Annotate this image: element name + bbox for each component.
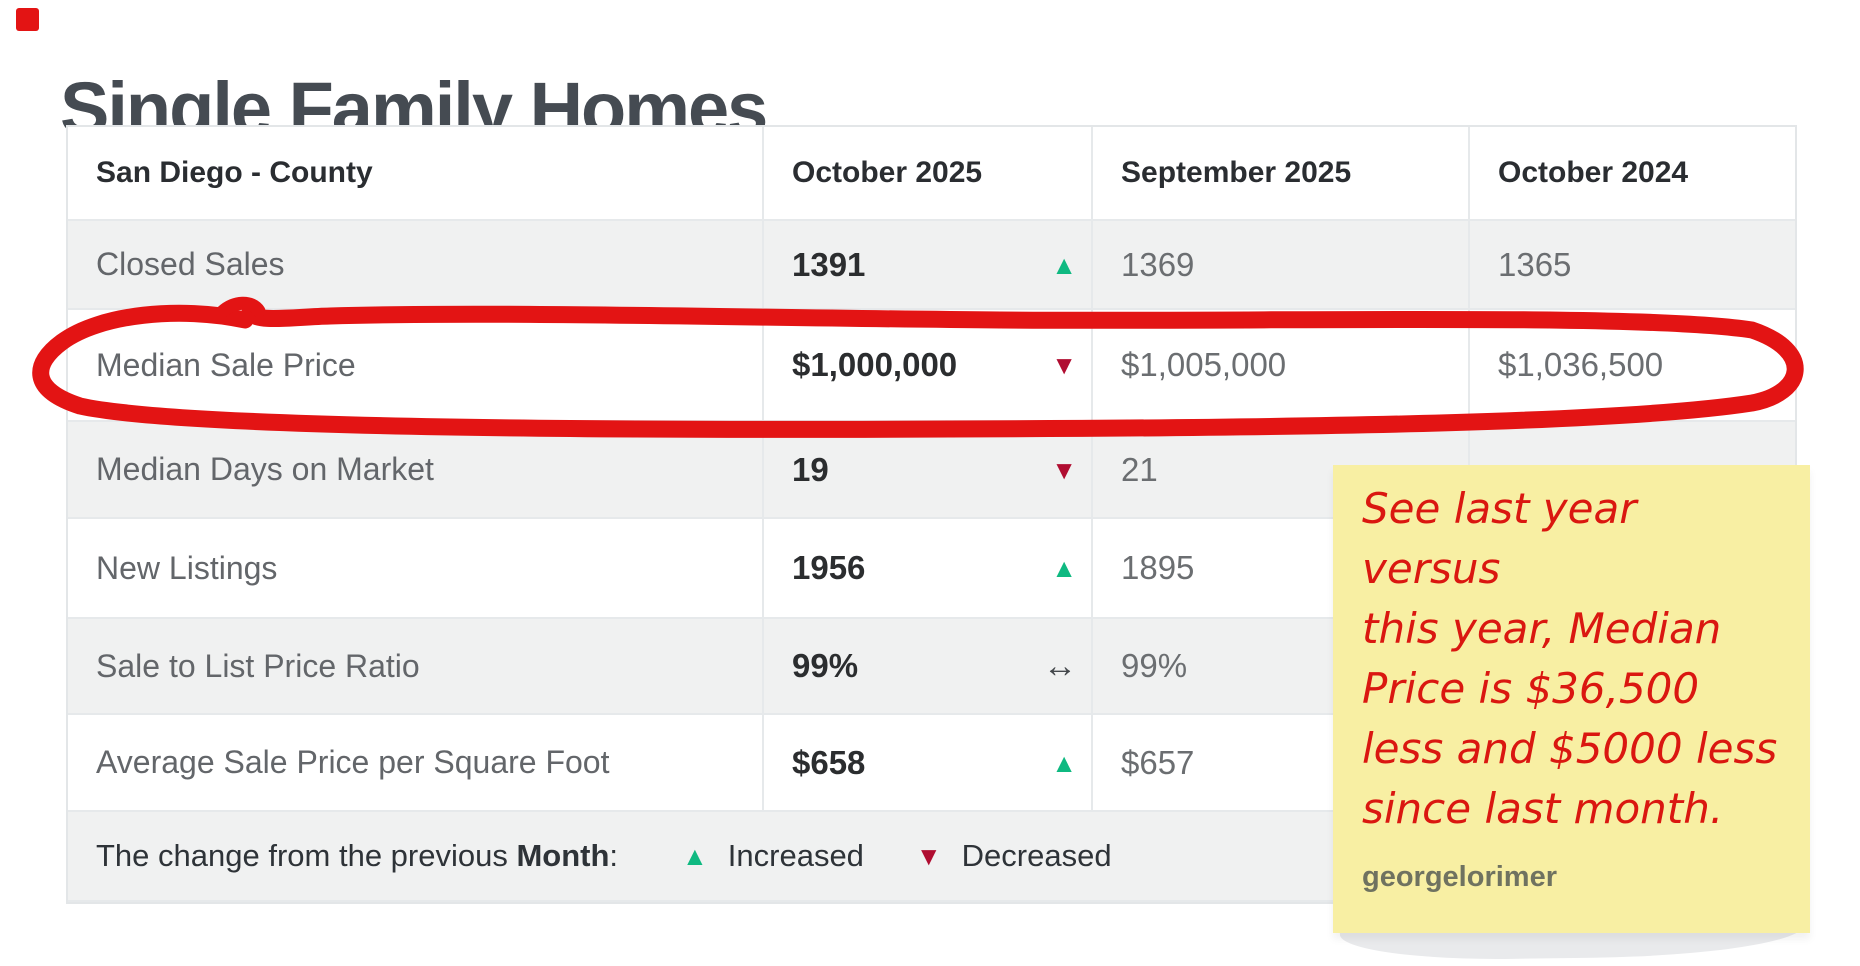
sale-to-list-current-value: 99% (792, 647, 859, 684)
row-avg-price-sqft-current-cell: $658 ▲ (764, 715, 1093, 812)
legend-decreased-label: Decreased (961, 838, 1112, 873)
trend-up-icon: ▲ (1051, 553, 1077, 583)
table-header-region: San Diego - County (68, 127, 764, 221)
legend-bold-word: Month (516, 838, 610, 873)
row-label-median-sale-price: Median Sale Price (68, 310, 764, 422)
sticky-note-text: See last year versus this year, Median P… (1362, 484, 1778, 833)
closed-sales-previous-value: 1369 (1093, 221, 1470, 310)
table-header-last-year: October 2024 (1470, 127, 1795, 221)
median-days-current-value: 19 (792, 450, 829, 488)
closed-sales-current-value: 1391 (792, 245, 866, 283)
sticky-note: See last year versus this year, Median P… (1333, 465, 1810, 933)
median-price-last-year-value: $1,036,500 (1470, 310, 1795, 422)
red-marker-dot-annotation (16, 8, 39, 31)
row-label-closed-sales: Closed Sales (68, 221, 764, 310)
trend-up-icon: ▲ (1051, 747, 1077, 778)
new-listings-current-value: 1956 (792, 549, 866, 586)
legend-increased-icon: ▲ (682, 841, 708, 871)
median-price-current-value: $1,000,000 (792, 346, 958, 383)
row-median-days-current-cell: 19 ▼ (764, 422, 1093, 519)
median-price-previous-value: $1,005,000 (1093, 310, 1470, 422)
row-label-sale-to-list: Sale to List Price Ratio (68, 619, 764, 715)
table-header-previous-month: September 2025 (1093, 127, 1470, 221)
legend-text: The change from the previous Month: (96, 838, 619, 873)
row-median-price-current-cell: $1,000,000 ▼ (764, 310, 1093, 422)
sticky-note-author: georgelorimer (1362, 861, 1557, 893)
row-label-new-listings: New Listings (68, 519, 764, 619)
trend-up-icon: ▲ (1051, 249, 1077, 280)
row-label-avg-price-sqft: Average Sale Price per Square Foot (68, 715, 764, 812)
trend-flat-icon: ↔ (1043, 647, 1077, 685)
new-listings-previous-value: 1895 (1093, 519, 1470, 619)
closed-sales-last-year-value: 1365 (1470, 221, 1795, 310)
row-sale-to-list-current-cell: 99% ↔ (764, 619, 1093, 715)
trend-down-icon: ▼ (1051, 454, 1077, 485)
legend-increased-label: Increased (727, 838, 864, 873)
row-new-listings-current-cell: 1956 ▲ (764, 519, 1093, 619)
avg-price-sqft-current-value: $658 (792, 743, 866, 781)
trend-down-icon: ▼ (1051, 350, 1077, 380)
row-label-median-days: Median Days on Market (68, 422, 764, 519)
legend-decreased-icon: ▼ (915, 841, 942, 871)
table-header-current-month: October 2025 (764, 127, 1093, 221)
row-closed-sales-current-cell: 1391 ▲ (764, 221, 1093, 310)
